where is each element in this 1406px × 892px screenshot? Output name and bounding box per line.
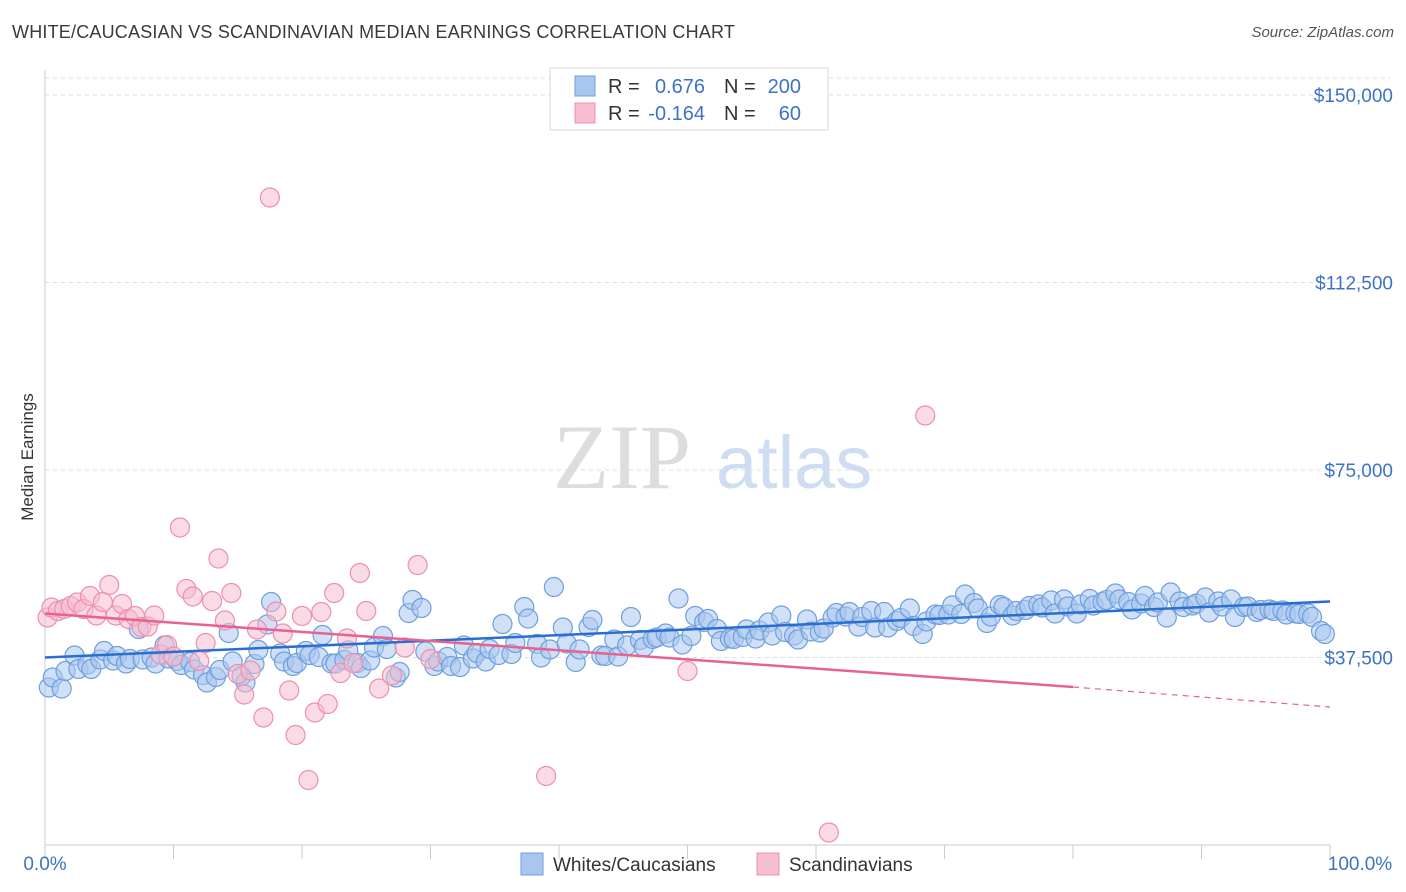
legend-r-value-1: 0.676 — [655, 76, 705, 98]
bottom-legend-label-scandinavians: Scandinavians — [789, 855, 913, 876]
point-scandinavians — [163, 646, 184, 667]
legend-swatch-pink — [574, 102, 596, 124]
y-tick-label: $112,500 — [1315, 274, 1393, 295]
bottom-legend-swatch-whites — [520, 852, 544, 876]
x-tick-label-max: 100.0% — [1328, 854, 1393, 875]
point-whites — [492, 613, 513, 635]
legend-n-value-2: 60 — [779, 103, 801, 125]
point-scandinavians — [182, 586, 203, 607]
point-scandinavians — [407, 554, 428, 576]
legend-swatch-blue — [574, 75, 596, 97]
point-scandinavians — [536, 765, 557, 787]
y-axis-title: Median Earnings — [18, 393, 37, 521]
point-scandinavians — [349, 562, 370, 584]
legend-box — [549, 67, 829, 131]
point-scandinavians — [369, 678, 390, 699]
point-whites — [543, 576, 564, 598]
point-whites — [582, 609, 603, 631]
point-scandinavians — [420, 648, 441, 670]
point-scandinavians — [298, 769, 319, 791]
y-tick-label: $75,000 — [1324, 461, 1393, 482]
point-scandinavians — [818, 822, 839, 843]
point-scandinavians — [169, 517, 191, 538]
chart-source: Source: ZipAtlas.com — [1251, 24, 1394, 41]
legend-r-value-2: -0.164 — [648, 103, 705, 125]
watermark-atlas: atlas — [716, 421, 872, 504]
point-scandinavians — [311, 601, 332, 623]
point-scandinavians — [677, 660, 698, 682]
point-scandinavians — [285, 724, 306, 746]
legend: R = 0.676 N = 200 R = -0.164 N = 60 — [549, 67, 829, 131]
point-scandinavians — [189, 650, 210, 672]
series-whites-points — [38, 576, 1335, 699]
series-scandinavians-points — [37, 187, 936, 843]
point-scandinavians — [195, 632, 216, 654]
y-tick-label: $150,000 — [1314, 86, 1393, 107]
watermark: ZIP atlas — [553, 406, 872, 508]
point-scandinavians — [240, 660, 261, 681]
y-axis-tick-labels: $37,500 $75,000 $112,500 $150,000 — [1314, 86, 1393, 670]
point-scandinavians — [253, 707, 274, 728]
point-whites — [518, 608, 539, 629]
trend-lines — [44, 600, 1331, 708]
point-whites — [899, 598, 920, 619]
watermark-zip: ZIP — [553, 406, 691, 508]
bottom-legend-label-whites: Whites/Caucasians — [553, 855, 716, 876]
gridlines — [45, 77, 1390, 658]
point-scandinavians — [234, 684, 255, 705]
point-whites — [569, 639, 590, 660]
chart-title: WHITE/CAUCASIAN VS SCANDINAVIAN MEDIAN E… — [12, 22, 736, 42]
legend-r-label-1: R = — [608, 76, 640, 98]
point-scandinavians — [272, 623, 293, 644]
point-whites — [668, 588, 689, 609]
point-whites — [248, 639, 269, 661]
point-scandinavians — [291, 605, 313, 627]
point-whites — [681, 625, 702, 647]
point-whites — [1156, 607, 1177, 628]
legend-n-label-1: N = — [724, 76, 756, 98]
trend-line-scandinavians-extension — [1072, 686, 1331, 708]
trend-line-whites — [44, 600, 1331, 659]
point-whites — [51, 678, 72, 699]
point-scandinavians — [221, 582, 242, 604]
point-whites — [620, 606, 642, 628]
legend-n-label-2: N = — [724, 103, 756, 125]
bottom-legend-swatch-scandinavians — [756, 852, 780, 876]
point-scandinavians — [208, 548, 229, 569]
point-scandinavians — [915, 405, 936, 426]
point-scandinavians — [201, 590, 223, 612]
point-scandinavians — [381, 665, 403, 686]
point-whites — [411, 597, 432, 619]
point-scandinavians — [266, 601, 287, 622]
bottom-legend: Whites/Caucasians Scandinavians — [520, 852, 913, 876]
legend-r-label-2: R = — [608, 103, 640, 125]
point-scandinavians — [317, 693, 338, 715]
trend-line-scandinavians — [44, 612, 1074, 689]
point-scandinavians — [279, 680, 300, 701]
y-tick-label: $37,500 — [1324, 649, 1393, 670]
point-scandinavians — [356, 600, 377, 622]
point-scandinavians — [259, 187, 280, 208]
legend-n-value-1: 200 — [768, 76, 801, 98]
x-tick-label-min: 0.0% — [23, 854, 66, 875]
x-axis-ticks — [44, 845, 1331, 859]
point-whites — [771, 605, 792, 626]
point-scandinavians — [343, 652, 364, 674]
point-scandinavians — [324, 582, 345, 604]
point-scandinavians — [99, 574, 120, 596]
point-whites — [1314, 623, 1335, 645]
